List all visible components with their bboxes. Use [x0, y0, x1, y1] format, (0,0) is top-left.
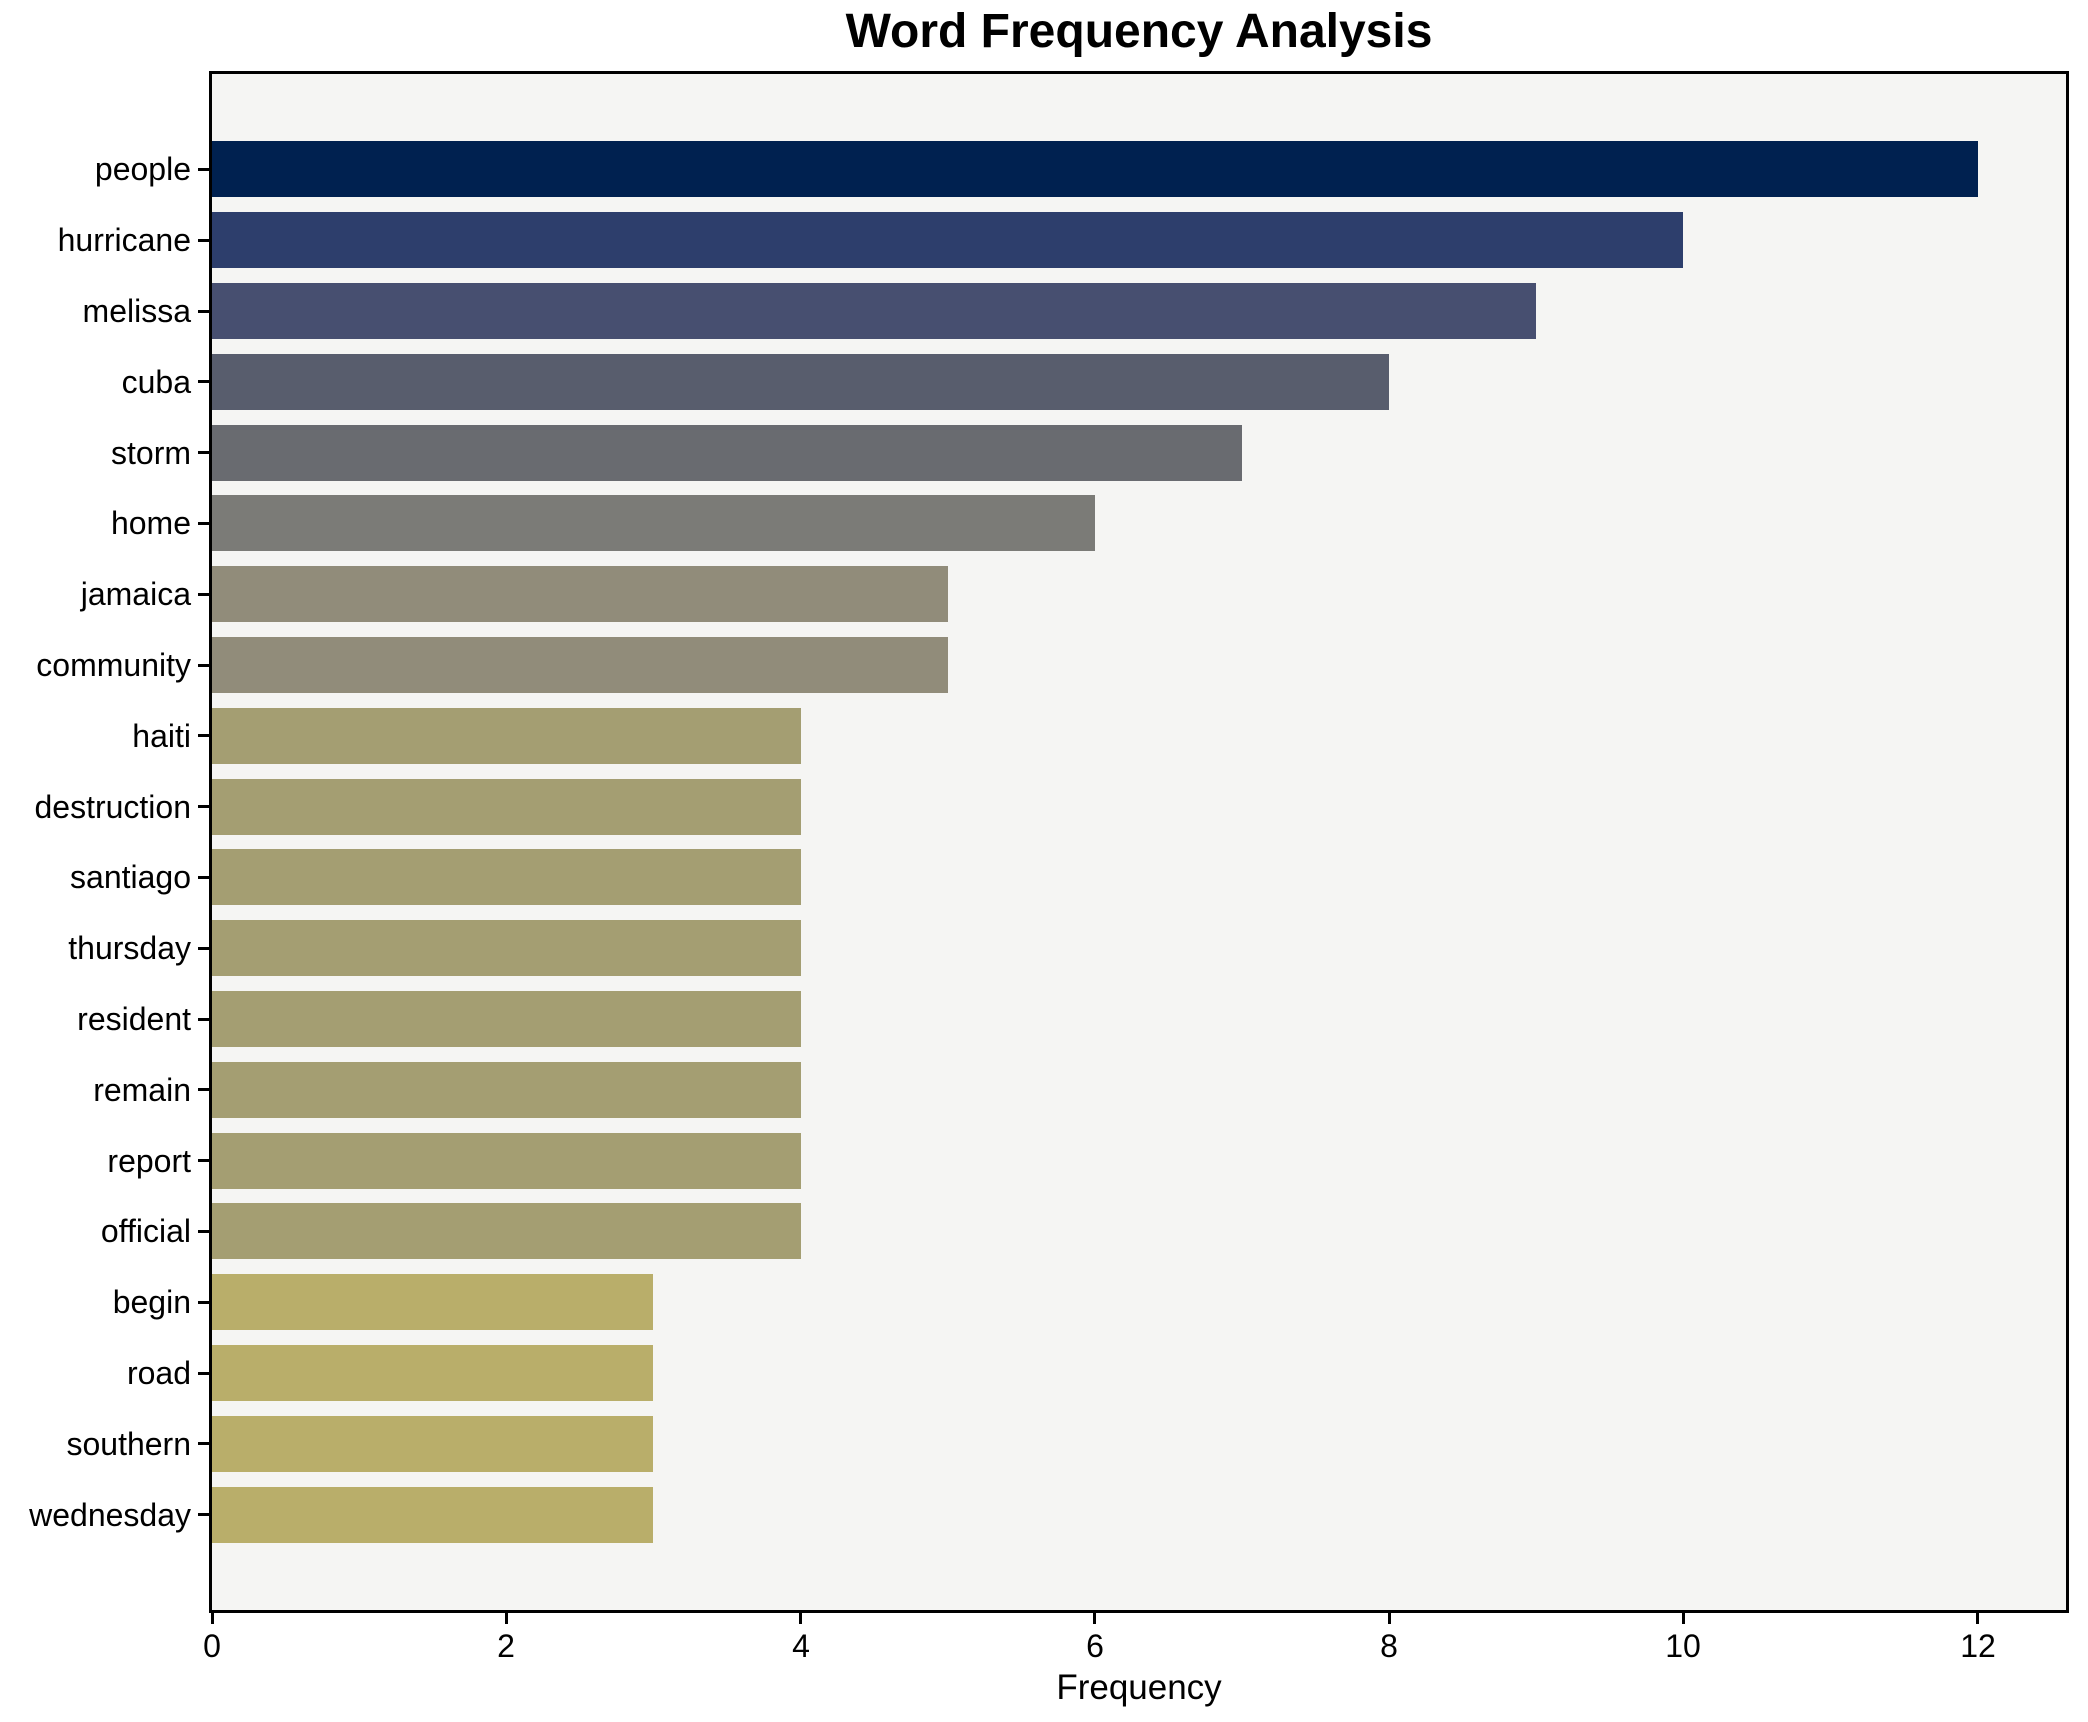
- y-tick-label-begin: begin: [112, 1284, 191, 1320]
- x-axis-label: Frequency: [1056, 1668, 1222, 1707]
- y-tick-label-report: report: [107, 1143, 191, 1179]
- x-tick-label-10: 10: [1665, 1628, 1701, 1664]
- plot-area: [209, 71, 2069, 1613]
- y-tick-label-thursday: thursday: [68, 930, 191, 966]
- y-tick: [198, 380, 209, 383]
- bar-official: [212, 1203, 801, 1259]
- bar-wednesday: [212, 1487, 653, 1543]
- y-tick: [198, 1372, 209, 1375]
- x-tick: [211, 1613, 214, 1624]
- bar-people: [212, 141, 1978, 197]
- y-tick: [198, 168, 209, 171]
- y-tick: [198, 1301, 209, 1304]
- y-tick: [198, 239, 209, 242]
- bar-storm: [212, 425, 1242, 481]
- y-tick-label-resident: resident: [77, 1001, 191, 1037]
- y-tick: [198, 1159, 209, 1162]
- y-tick: [198, 876, 209, 879]
- bar-begin: [212, 1274, 653, 1330]
- bar-haiti: [212, 708, 801, 764]
- x-tick: [1388, 1613, 1391, 1624]
- y-tick: [198, 1018, 209, 1021]
- bar-hurricane: [212, 212, 1683, 268]
- y-tick-label-people: people: [94, 151, 191, 187]
- y-tick-label-home: home: [110, 505, 191, 541]
- x-tick-label-6: 6: [1086, 1628, 1104, 1664]
- y-tick: [198, 310, 209, 313]
- y-tick-label-santiago: santiago: [70, 859, 191, 895]
- x-tick-label-12: 12: [1960, 1628, 1996, 1664]
- y-tick-label-community: community: [36, 647, 191, 683]
- chart-title: Word Frequency Analysis: [845, 5, 1433, 58]
- y-tick-label-melissa: melissa: [82, 293, 191, 329]
- x-tick-label-8: 8: [1380, 1628, 1398, 1664]
- y-tick: [198, 805, 209, 808]
- y-tick: [198, 1513, 209, 1516]
- x-tick: [799, 1613, 802, 1624]
- y-tick: [198, 522, 209, 525]
- y-tick-label-cuba: cuba: [121, 364, 191, 400]
- bar-report: [212, 1133, 801, 1189]
- bar-jamaica: [212, 566, 948, 622]
- y-tick-label-southern: southern: [66, 1426, 191, 1462]
- y-tick-label-road: road: [126, 1355, 191, 1391]
- y-tick: [198, 734, 209, 737]
- bar-remain: [212, 1062, 801, 1118]
- bar-road: [212, 1345, 653, 1401]
- y-tick-label-official: official: [100, 1213, 191, 1249]
- y-tick-label-storm: storm: [111, 435, 191, 471]
- bar-santiago: [212, 849, 801, 905]
- x-tick: [1976, 1613, 1979, 1624]
- bar-melissa: [212, 283, 1536, 339]
- y-tick-label-hurricane: hurricane: [57, 222, 191, 258]
- x-tick-label-4: 4: [792, 1628, 810, 1664]
- y-tick-label-wednesday: wednesday: [29, 1497, 191, 1533]
- y-tick-label-remain: remain: [93, 1072, 191, 1108]
- x-tick: [1093, 1613, 1096, 1624]
- x-tick-label-0: 0: [203, 1628, 221, 1664]
- x-tick: [505, 1613, 508, 1624]
- y-tick: [198, 451, 209, 454]
- y-tick: [198, 593, 209, 596]
- bar-thursday: [212, 920, 801, 976]
- y-tick: [198, 664, 209, 667]
- y-tick-label-haiti: haiti: [132, 718, 191, 754]
- bar-home: [212, 495, 1095, 551]
- x-tick: [1682, 1613, 1685, 1624]
- bar-southern: [212, 1416, 653, 1472]
- bar-community: [212, 637, 948, 693]
- x-tick-label-2: 2: [497, 1628, 515, 1664]
- bar-cuba: [212, 354, 1389, 410]
- y-tick: [198, 1088, 209, 1091]
- y-tick: [198, 947, 209, 950]
- bar-resident: [212, 991, 801, 1047]
- y-tick: [198, 1442, 209, 1445]
- y-tick-label-destruction: destruction: [34, 789, 191, 825]
- y-tick: [198, 1230, 209, 1233]
- bar-destruction: [212, 779, 801, 835]
- y-tick-label-jamaica: jamaica: [80, 576, 191, 612]
